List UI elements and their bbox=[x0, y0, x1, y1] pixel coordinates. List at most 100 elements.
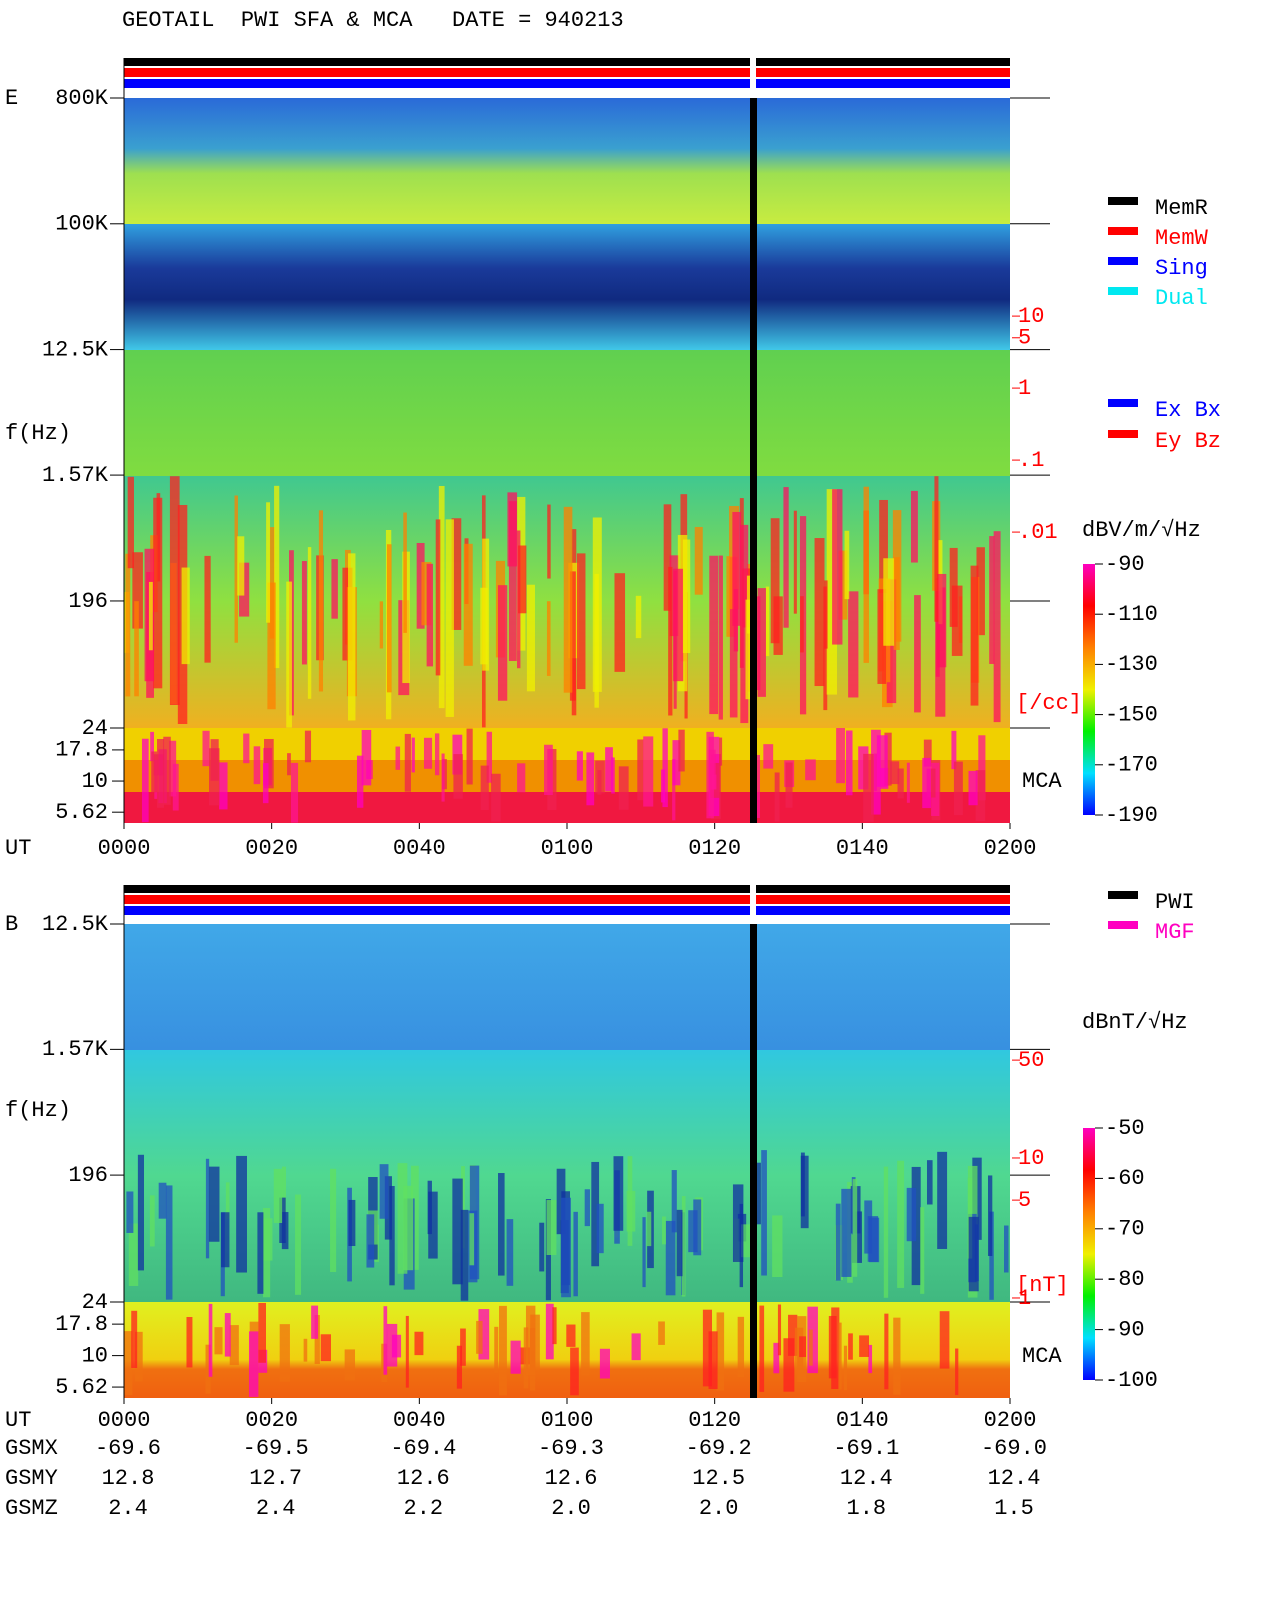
orbit-value: 2.2 bbox=[404, 1496, 444, 1521]
spectrogram-stripe bbox=[544, 744, 553, 796]
spectrogram-stripe bbox=[421, 562, 432, 626]
spectrogram-stripe bbox=[785, 762, 793, 808]
orbit-value: 12.6 bbox=[545, 1466, 598, 1491]
spectrogram-stripe bbox=[805, 759, 816, 781]
spectrogram-stripe bbox=[169, 476, 180, 705]
spectrogram-stripe bbox=[453, 754, 463, 799]
legend-label: Ex Bx bbox=[1155, 398, 1221, 423]
spectrogram-stripe bbox=[848, 1333, 853, 1360]
spectrogram-stripe bbox=[361, 729, 372, 786]
spectrogram-stripe bbox=[262, 763, 269, 804]
spectrogram-stripe bbox=[214, 1327, 223, 1355]
orbit-value: -69.0 bbox=[981, 1436, 1047, 1461]
spectrogram-stripe bbox=[149, 1195, 155, 1247]
spectrogram-stripe bbox=[949, 547, 958, 627]
spectrogram-stripe bbox=[153, 497, 163, 689]
spectrogram-stripe bbox=[460, 1209, 469, 1301]
spectrogram-stripe bbox=[605, 747, 613, 792]
spectrogram-stripe bbox=[637, 739, 644, 801]
spectrogram-band bbox=[124, 924, 1010, 1050]
legend-swatch bbox=[1108, 257, 1138, 265]
spectrogram-stripe bbox=[127, 476, 134, 569]
spectrogram-stripe bbox=[970, 565, 979, 706]
x-tick-label: 0140 bbox=[836, 836, 889, 861]
spectrogram-stripe bbox=[526, 584, 535, 692]
spectrogram-stripe bbox=[151, 751, 158, 793]
spectrogram-stripe bbox=[835, 1203, 841, 1281]
spectrogram-stripe bbox=[708, 749, 716, 790]
spectrogram-stripe bbox=[221, 1212, 230, 1268]
spectrogram-stripe bbox=[397, 1163, 408, 1274]
spectrogram-stripe bbox=[740, 1224, 751, 1258]
spectrogram-stripe bbox=[678, 729, 685, 772]
spectrogram-stripe bbox=[569, 571, 576, 701]
spectrogram-stripe bbox=[868, 1344, 873, 1374]
spectrogram-stripe bbox=[386, 544, 392, 693]
spectrogram-stripe bbox=[611, 757, 615, 794]
colorbar-tick-label: -100 bbox=[1105, 1368, 1158, 1393]
spectrogram-stripe bbox=[507, 492, 518, 567]
spectrogram-stripe bbox=[876, 735, 888, 787]
spectrogram-stripe bbox=[681, 1196, 686, 1297]
y2-unit: [/cc] bbox=[1016, 691, 1082, 716]
spectrogram-stripe bbox=[262, 1218, 273, 1261]
spectrogram-stripe bbox=[181, 567, 190, 665]
legend-label: MemR bbox=[1155, 196, 1208, 221]
spectrogram-stripe bbox=[258, 1302, 266, 1363]
spectrogram-stripe bbox=[150, 731, 154, 762]
spectrogram-stripe bbox=[808, 1329, 813, 1366]
orbit-label: GSMZ bbox=[5, 1496, 58, 1521]
spectrogram-stripe bbox=[631, 1333, 641, 1361]
spectrogram-stripe bbox=[926, 1160, 933, 1205]
spectrogram-stripe bbox=[788, 1314, 798, 1356]
orbit-value: -69.1 bbox=[833, 1436, 899, 1461]
spectrogram-stripe bbox=[773, 596, 783, 655]
spectrogram-stripe bbox=[208, 1303, 213, 1377]
spectrogram-stripe bbox=[968, 770, 978, 806]
spectrogram-stripe bbox=[414, 1331, 424, 1356]
spectrogram-stripe bbox=[552, 1307, 557, 1345]
mca-tick-label: 5.62 bbox=[55, 1375, 108, 1400]
spectrogram-stripe bbox=[405, 1315, 409, 1388]
spectrogram-stripe bbox=[556, 1168, 566, 1235]
spectrogram-stripe bbox=[169, 740, 177, 797]
spectrogram-stripe bbox=[682, 539, 691, 654]
spectrogram-stripe bbox=[134, 601, 139, 697]
status-bar bbox=[124, 58, 1010, 66]
colorbar-tick-label: -70 bbox=[1105, 1217, 1145, 1242]
spectrogram-stripe bbox=[404, 733, 411, 792]
spectrogram-stripe bbox=[304, 730, 312, 763]
spectrogram-stripe bbox=[311, 1305, 319, 1339]
legend-swatch bbox=[1108, 891, 1138, 899]
y-tick-label: 800K bbox=[55, 86, 109, 111]
orbit-value: -69.3 bbox=[538, 1436, 604, 1461]
spectrogram-stripe bbox=[852, 1211, 862, 1263]
legend-label: Ey Bz bbox=[1155, 429, 1221, 454]
spectrogram-stripe bbox=[635, 595, 642, 639]
orbit-value: 12.4 bbox=[988, 1466, 1041, 1491]
legend-swatch bbox=[1108, 430, 1138, 438]
y2-tick-label: 50 bbox=[1018, 1048, 1044, 1073]
y-tick-label: 24 bbox=[82, 1290, 108, 1315]
spectrogram-stripe bbox=[955, 1348, 959, 1396]
colorbar bbox=[1083, 564, 1095, 815]
spectrogram-stripe bbox=[426, 563, 433, 667]
x-axis-label: UT bbox=[5, 836, 31, 861]
orbit-value: 1.5 bbox=[994, 1496, 1034, 1521]
legend-swatch bbox=[1108, 399, 1138, 407]
orbit-value: 2.4 bbox=[256, 1496, 296, 1521]
orbit-value: 12.5 bbox=[692, 1466, 745, 1491]
spectrogram-stripe bbox=[658, 1321, 665, 1345]
spectrogram-band bbox=[124, 224, 1010, 350]
orbit-value: -69.4 bbox=[390, 1436, 456, 1461]
x-tick-label: 0020 bbox=[245, 836, 298, 861]
spectrogram-stripe bbox=[975, 770, 986, 821]
spectrogram-stripe bbox=[525, 1305, 536, 1376]
spectrogram-stripe bbox=[266, 502, 271, 623]
legend-swatch bbox=[1108, 227, 1138, 235]
y-axis-label: f(Hz) bbox=[5, 421, 71, 446]
spectrogram-stripe bbox=[224, 1313, 231, 1357]
spectrogram-stripe bbox=[774, 772, 780, 822]
status-bar bbox=[124, 68, 1010, 77]
spectrogram-stripe bbox=[573, 1211, 578, 1297]
